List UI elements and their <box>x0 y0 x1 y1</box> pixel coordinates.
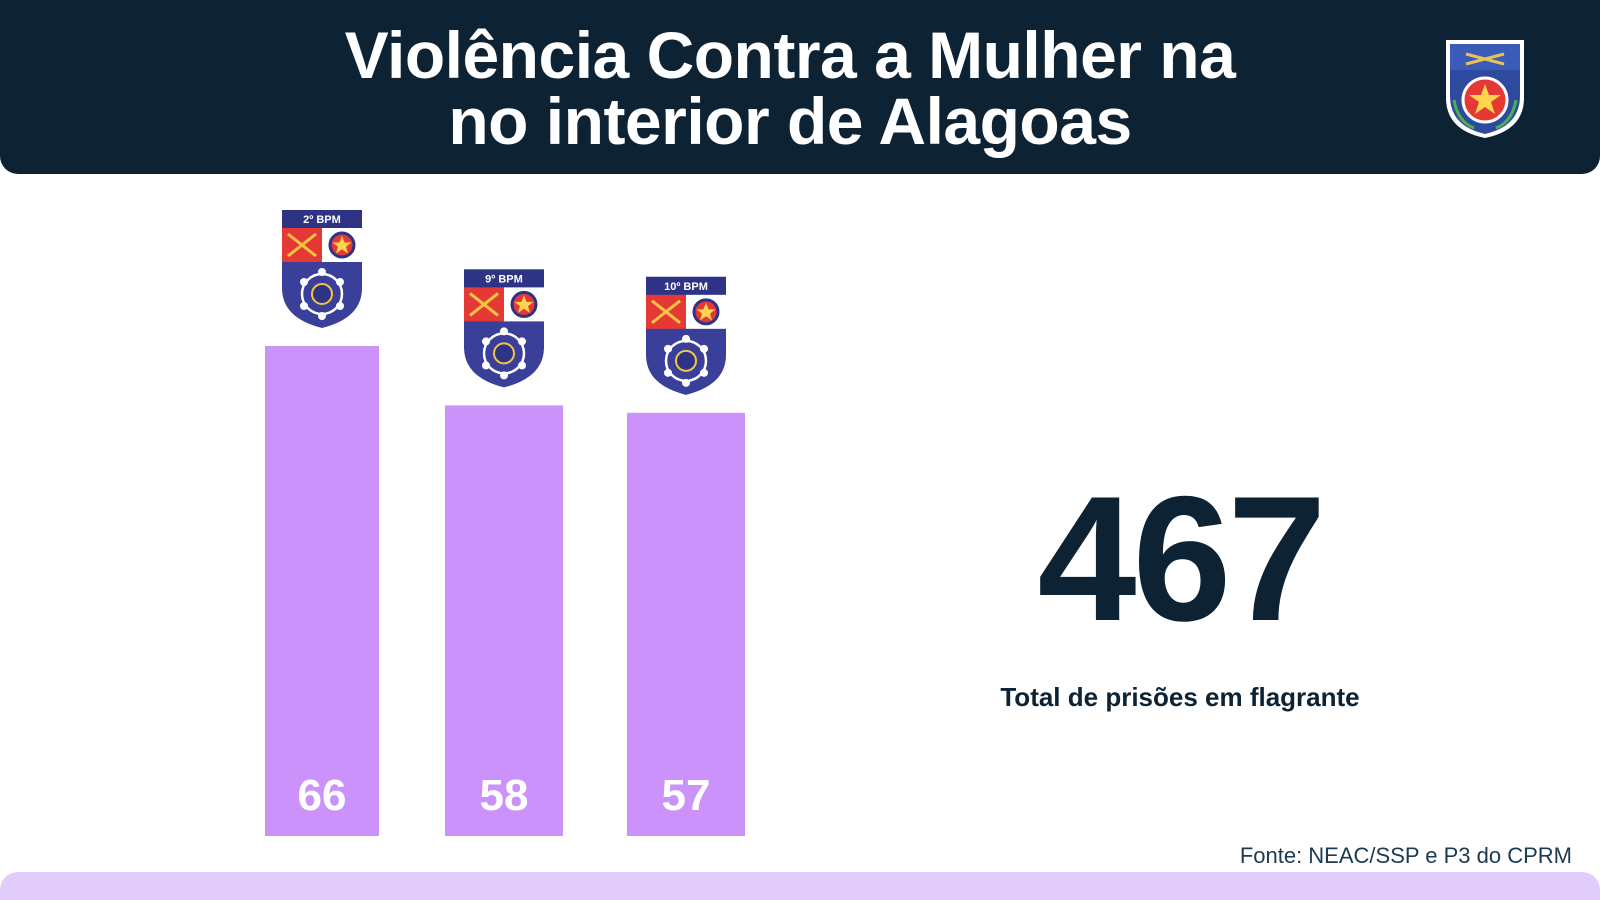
title-line-1: Violência Contra a Mulher na <box>344 18 1236 92</box>
title-line-2: no interior de Alagoas <box>448 84 1132 158</box>
footer-bar <box>0 872 1600 900</box>
battalion-crest-icon-2: 9º BPM <box>464 269 544 388</box>
bar-1 <box>265 346 379 836</box>
bar-3 <box>627 412 745 836</box>
bar-value-label-3: 57 <box>662 771 711 820</box>
bar-value-label-2: 58 <box>480 771 529 820</box>
category-label-2: 9º BPM <box>485 273 523 285</box>
battalion-crest-icon-3: 10º BPM <box>646 276 726 395</box>
bar-value-label-1: 66 <box>298 771 347 820</box>
bar-2 <box>445 405 563 836</box>
page-title: Violência Contra a Mulher na no interior… <box>200 22 1380 154</box>
pm-alagoas-logo-icon <box>1446 40 1524 138</box>
category-label-3: 10º BPM <box>664 281 708 293</box>
header-banner: Violência Contra a Mulher na no interior… <box>0 0 1600 174</box>
source-note: Fonte: NEAC/SSP e P3 do CPRM <box>1239 843 1572 868</box>
total-arrests-number: 467 <box>1037 459 1327 658</box>
battalion-crest-icon-1: 2º BPM <box>282 210 362 328</box>
bar-chart: 66 2º BPM 58 9º BPM 57 10º BPM <box>265 210 745 836</box>
total-arrests-label: Total de prisões em flagrante <box>1000 682 1360 712</box>
category-label-1: 2º BPM <box>303 214 341 226</box>
